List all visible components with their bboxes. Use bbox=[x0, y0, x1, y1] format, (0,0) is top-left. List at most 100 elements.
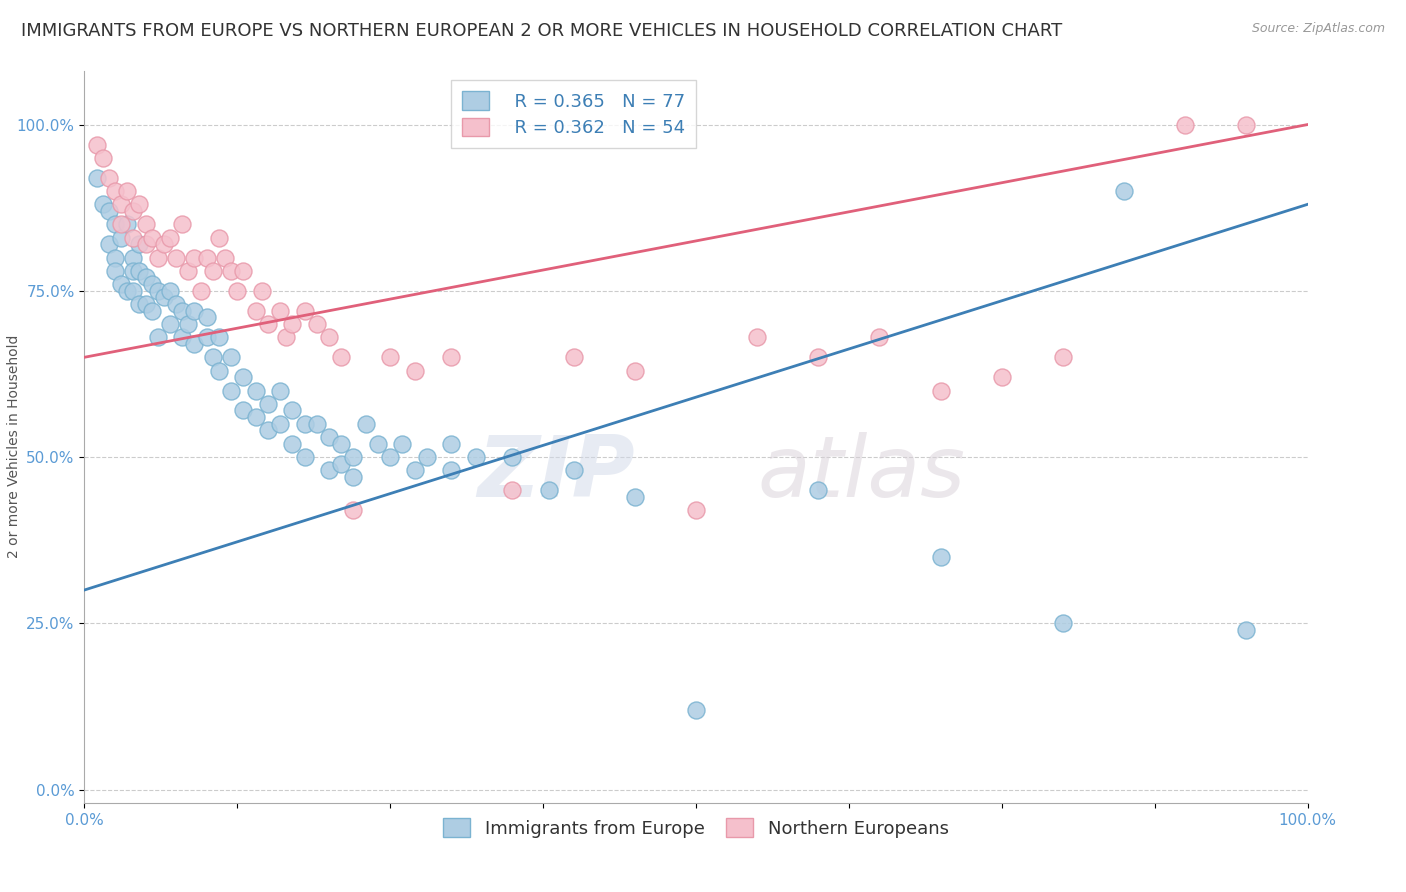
Point bbox=[330, 457, 353, 471]
Point bbox=[110, 197, 132, 211]
Point bbox=[929, 384, 952, 398]
Point bbox=[201, 351, 224, 365]
Point bbox=[208, 230, 231, 244]
Point bbox=[624, 363, 647, 377]
Point bbox=[122, 230, 145, 244]
Point bbox=[97, 170, 120, 185]
Point bbox=[391, 436, 413, 450]
Point bbox=[685, 503, 707, 517]
Point bbox=[257, 424, 280, 438]
Point bbox=[190, 284, 212, 298]
Point bbox=[367, 436, 389, 450]
Text: ZIP: ZIP bbox=[477, 432, 636, 516]
Point bbox=[226, 284, 249, 298]
Point bbox=[354, 417, 377, 431]
Point bbox=[201, 264, 224, 278]
Point bbox=[110, 230, 132, 244]
Point bbox=[177, 317, 200, 331]
Point bbox=[135, 297, 157, 311]
Point bbox=[929, 549, 952, 564]
Point bbox=[219, 351, 242, 365]
Point bbox=[159, 230, 181, 244]
Point bbox=[281, 317, 304, 331]
Point bbox=[97, 237, 120, 252]
Point bbox=[214, 251, 236, 265]
Point bbox=[807, 351, 830, 365]
Point bbox=[128, 197, 150, 211]
Point bbox=[257, 317, 280, 331]
Point bbox=[281, 403, 304, 417]
Point bbox=[380, 450, 402, 464]
Point bbox=[104, 184, 127, 198]
Point bbox=[440, 436, 463, 450]
Text: Source: ZipAtlas.com: Source: ZipAtlas.com bbox=[1251, 22, 1385, 36]
Point bbox=[104, 264, 127, 278]
Point bbox=[294, 303, 316, 318]
Point bbox=[183, 337, 205, 351]
Point bbox=[232, 264, 254, 278]
Point bbox=[869, 330, 891, 344]
Point bbox=[146, 251, 169, 265]
Point bbox=[208, 330, 231, 344]
Point bbox=[245, 384, 267, 398]
Point bbox=[1114, 184, 1136, 198]
Point bbox=[104, 217, 127, 231]
Point bbox=[342, 503, 364, 517]
Point bbox=[219, 384, 242, 398]
Point bbox=[146, 284, 169, 298]
Point bbox=[502, 483, 524, 498]
Point bbox=[104, 251, 127, 265]
Point bbox=[159, 284, 181, 298]
Point bbox=[276, 330, 298, 344]
Point bbox=[122, 204, 145, 219]
Point bbox=[502, 450, 524, 464]
Point bbox=[219, 264, 242, 278]
Point bbox=[1236, 623, 1258, 637]
Point bbox=[195, 310, 218, 325]
Point bbox=[342, 450, 364, 464]
Point bbox=[128, 264, 150, 278]
Point bbox=[110, 217, 132, 231]
Point bbox=[330, 351, 353, 365]
Point bbox=[172, 330, 194, 344]
Point bbox=[269, 417, 291, 431]
Point bbox=[281, 436, 304, 450]
Point bbox=[177, 264, 200, 278]
Point bbox=[115, 284, 138, 298]
Point bbox=[195, 330, 218, 344]
Point bbox=[380, 351, 402, 365]
Point bbox=[624, 490, 647, 504]
Point bbox=[318, 463, 340, 477]
Point bbox=[807, 483, 830, 498]
Point bbox=[122, 251, 145, 265]
Point bbox=[141, 303, 163, 318]
Point bbox=[257, 397, 280, 411]
Point bbox=[115, 184, 138, 198]
Point bbox=[440, 463, 463, 477]
Text: 2 or more Vehicles in Household: 2 or more Vehicles in Household bbox=[7, 334, 21, 558]
Point bbox=[1174, 118, 1197, 132]
Point bbox=[1052, 616, 1074, 631]
Point bbox=[128, 237, 150, 252]
Point bbox=[165, 251, 187, 265]
Point bbox=[416, 450, 439, 464]
Point bbox=[294, 417, 316, 431]
Point bbox=[1236, 118, 1258, 132]
Point bbox=[404, 363, 426, 377]
Legend: Immigrants from Europe, Northern Europeans: Immigrants from Europe, Northern Europea… bbox=[436, 811, 956, 845]
Point bbox=[141, 230, 163, 244]
Point bbox=[153, 237, 176, 252]
Point bbox=[330, 436, 353, 450]
Point bbox=[122, 264, 145, 278]
Text: atlas: atlas bbox=[758, 432, 965, 516]
Point bbox=[538, 483, 561, 498]
Point bbox=[305, 317, 328, 331]
Point bbox=[562, 351, 585, 365]
Point bbox=[86, 137, 108, 152]
Point bbox=[183, 251, 205, 265]
Point bbox=[146, 330, 169, 344]
Point bbox=[318, 330, 340, 344]
Point bbox=[97, 204, 120, 219]
Point bbox=[165, 297, 187, 311]
Point bbox=[294, 450, 316, 464]
